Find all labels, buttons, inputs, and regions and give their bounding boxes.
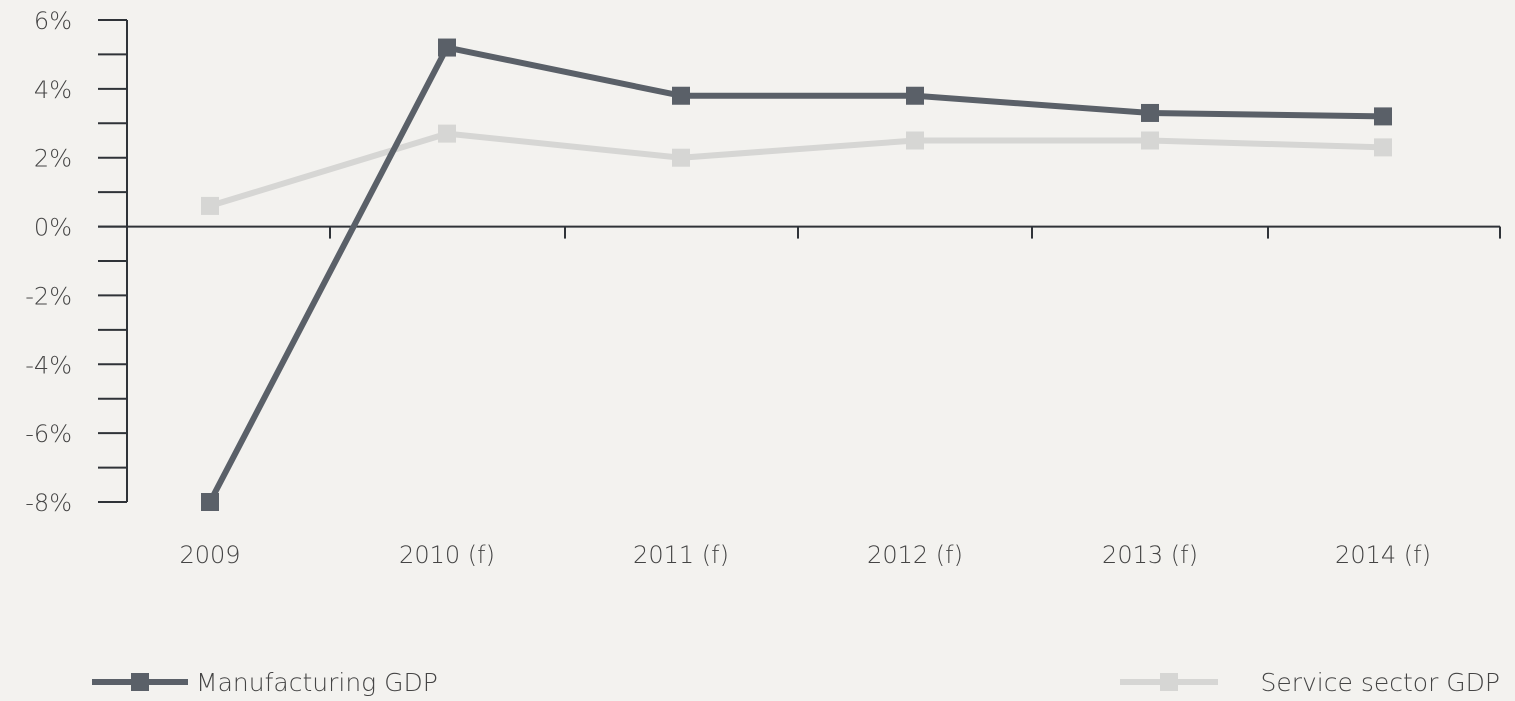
data-point-marker — [438, 124, 456, 143]
data-point-marker — [1374, 138, 1392, 157]
y-tick-label: 4% — [34, 76, 72, 104]
data-point-marker — [201, 196, 219, 215]
data-point-marker — [906, 131, 924, 150]
y-tick-label: 0% — [34, 214, 72, 242]
series-line — [209, 130, 1384, 209]
legend-item: Manufacturing GDP — [92, 668, 438, 697]
data-point-marker — [906, 86, 924, 105]
data-point-marker — [1374, 107, 1392, 126]
series-group — [201, 38, 1392, 511]
series-line — [207, 44, 1384, 504]
x-tick-label: 2009 — [179, 541, 240, 569]
data-point-marker — [672, 148, 690, 167]
axes: 6% 4% 2% 0% -2% -4% -6% -8% 2009 2010 (f) 2011 (f)… — [25, 7, 1501, 569]
x-tick-label: 2013 (f) — [1102, 541, 1198, 569]
legend-swatch-marker — [1160, 673, 1178, 691]
data-point-marker — [438, 38, 456, 57]
data-point-marker — [1141, 103, 1159, 122]
legend-swatch-marker — [131, 673, 149, 691]
x-tick-label: 2012 (f) — [867, 541, 963, 569]
data-point-marker — [201, 493, 219, 511]
y-tick-label: 2% — [34, 145, 72, 173]
legend-label: Manufacturing GDP — [196, 668, 438, 697]
legend-label: Service sector GDP — [1260, 668, 1500, 697]
x-tick-label: 2011 (f) — [633, 541, 729, 569]
data-point-marker — [672, 86, 690, 105]
legend: Manufacturing GDP Service sector GDP — [92, 668, 1500, 697]
x-tick-label: 2010 (f) — [399, 541, 495, 569]
y-tick-label: -8% — [25, 489, 72, 517]
y-tick-label: -6% — [25, 420, 72, 448]
y-tick-label: -2% — [25, 282, 72, 310]
x-tick-label: 2014 (f) — [1335, 541, 1431, 569]
y-tick-label: 6% — [34, 7, 72, 35]
legend-item: Service sector GDP — [1120, 668, 1500, 697]
data-point-marker — [1141, 131, 1159, 150]
y-tick-label: -4% — [25, 351, 72, 379]
